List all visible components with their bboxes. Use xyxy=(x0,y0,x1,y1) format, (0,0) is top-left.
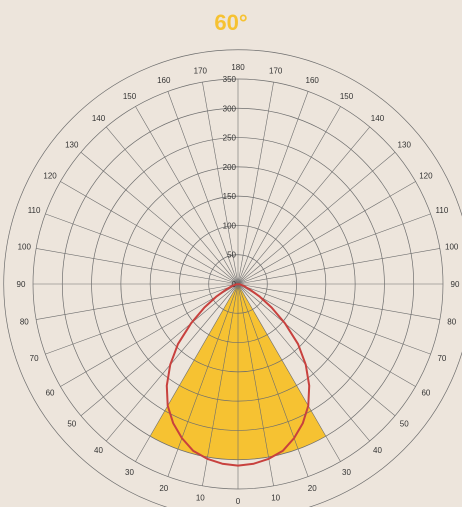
grid-spoke xyxy=(237,151,396,285)
radial-tick-label: 350 xyxy=(223,75,237,84)
angle-tick-label: 30 xyxy=(342,468,351,477)
grid-spoke xyxy=(237,283,396,417)
grid-spoke xyxy=(237,283,440,320)
grid-spoke xyxy=(237,283,416,387)
grid-spoke xyxy=(202,82,239,285)
angle-tick-label: 120 xyxy=(419,172,433,181)
grid-spoke xyxy=(80,283,239,417)
grid-spoke xyxy=(36,283,239,320)
angle-tick-label: 170 xyxy=(194,66,208,75)
grid-spoke xyxy=(80,151,239,285)
radial-tick-label: 200 xyxy=(223,163,237,172)
angle-tick-label: 90 xyxy=(451,280,460,289)
grid-spoke xyxy=(237,283,309,477)
angle-tick-label: 80 xyxy=(20,318,29,327)
angle-tick-label: 140 xyxy=(371,114,385,123)
angle-tick-label: 60 xyxy=(46,389,55,398)
angle-tick-label: 150 xyxy=(340,92,354,101)
angle-tick-label: 0 xyxy=(236,497,241,506)
angle-tick-label: 140 xyxy=(92,114,106,123)
grid-spoke xyxy=(237,248,440,285)
angle-tick-label: 150 xyxy=(123,92,137,101)
grid-spoke xyxy=(135,283,239,462)
grid-spoke xyxy=(237,213,431,285)
grid-spoke xyxy=(60,283,239,387)
angle-tick-label: 100 xyxy=(445,242,459,251)
grid-spoke xyxy=(237,91,309,285)
grid-spoke xyxy=(202,283,239,486)
angle-tick-label: 30 xyxy=(125,468,134,477)
angle-tick-label: 70 xyxy=(437,354,446,363)
angle-tick-label: 70 xyxy=(30,354,39,363)
angle-tick-label: 110 xyxy=(28,206,41,215)
radial-tick-label: 50 xyxy=(227,251,236,260)
angle-tick-label: 20 xyxy=(159,484,168,493)
grid-spoke xyxy=(237,82,274,285)
angle-tick-label: 100 xyxy=(18,242,32,251)
angle-tick-label: 110 xyxy=(436,206,449,215)
grid-spoke xyxy=(135,106,239,285)
grid-spoke xyxy=(237,106,341,285)
angle-tick-label: 160 xyxy=(157,76,171,85)
intensity-curve xyxy=(165,283,311,467)
angle-tick-label: 20 xyxy=(308,484,317,493)
radial-tick-label: 100 xyxy=(223,221,237,230)
angle-tick-label: 60 xyxy=(421,389,430,398)
angle-tick-label: 170 xyxy=(269,66,283,75)
angle-tick-label: 160 xyxy=(306,76,320,85)
grid-spoke xyxy=(36,248,239,285)
grid-spoke xyxy=(60,181,239,285)
angle-tick-label: 40 xyxy=(373,446,382,455)
grid-spoke xyxy=(237,283,341,462)
angle-tick-label: 180 xyxy=(231,63,245,72)
angle-tick-label: 90 xyxy=(17,280,26,289)
chart-title: 60° xyxy=(214,10,248,35)
radial-tick-label: 300 xyxy=(223,104,237,113)
grid-spoke xyxy=(167,283,239,477)
grid-spoke xyxy=(105,126,239,285)
grid-spoke xyxy=(237,126,371,285)
grid-spoke xyxy=(237,181,416,285)
grid-spoke xyxy=(237,283,431,355)
grid-spoke xyxy=(45,283,239,355)
angle-tick-label: 10 xyxy=(271,494,280,503)
grid-spoke xyxy=(237,283,274,486)
grid-spoke xyxy=(167,91,239,285)
angle-tick-label: 80 xyxy=(447,318,456,327)
angle-tick-label: 50 xyxy=(400,419,409,428)
radial-tick-label: 250 xyxy=(223,134,237,143)
grid-spoke xyxy=(45,213,239,285)
angle-tick-label: 10 xyxy=(196,494,205,503)
angle-tick-label: 40 xyxy=(94,446,103,455)
angle-tick-label: 130 xyxy=(398,141,412,150)
angle-tick-label: 120 xyxy=(43,172,57,181)
radial-tick-label: 150 xyxy=(223,192,237,201)
grid-ring xyxy=(3,49,462,507)
angle-tick-label: 50 xyxy=(67,419,76,428)
angle-tick-label: 130 xyxy=(65,141,79,150)
